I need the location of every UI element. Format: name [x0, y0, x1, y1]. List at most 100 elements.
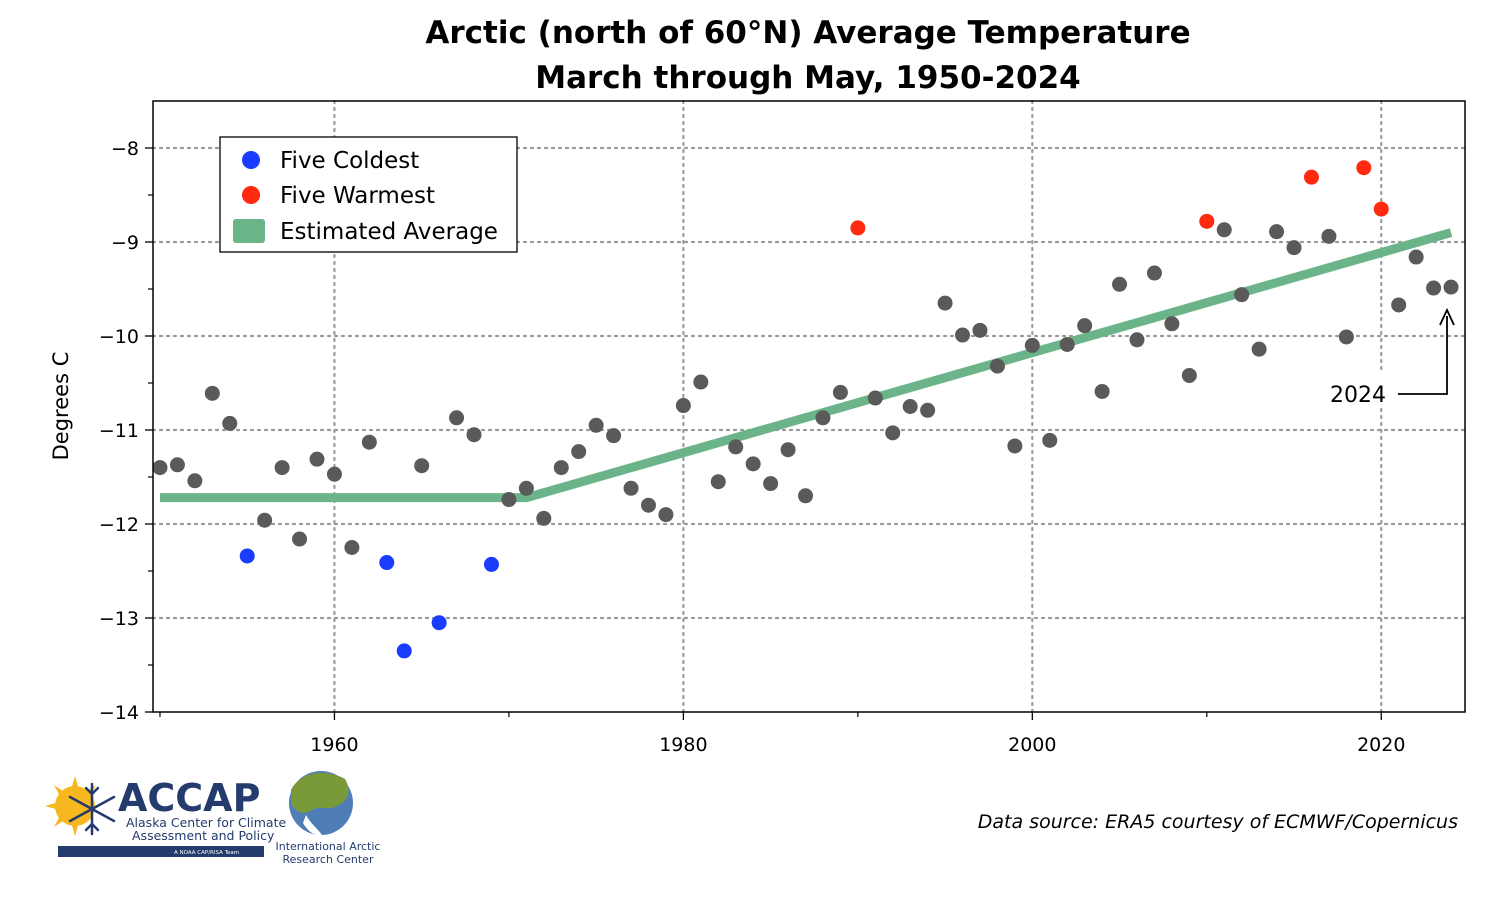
data-point — [658, 507, 674, 523]
data-point — [466, 427, 482, 443]
data-point — [815, 410, 831, 426]
y-tick-label: −9 — [111, 232, 139, 254]
snowflake-icon — [68, 782, 116, 836]
data-point — [902, 399, 918, 414]
annotation-arrow-head — [1439, 307, 1455, 326]
trend-line — [159, 228, 1453, 503]
data-point — [989, 358, 1005, 374]
data-point-warmest — [1199, 213, 1215, 229]
x-tick-label: 2000 — [1008, 734, 1056, 756]
y-tick-label: −14 — [99, 702, 139, 724]
data-point — [414, 458, 430, 474]
data-point — [1181, 367, 1197, 383]
data-point — [745, 456, 761, 472]
data-point — [1007, 438, 1023, 454]
data-point — [518, 480, 534, 496]
data-point — [1146, 265, 1162, 281]
chart-title-line-1: Arctic (north of 60°N) Average Temperatu… — [425, 15, 1190, 51]
legend-marker-average — [233, 219, 265, 243]
data-point-coldest — [483, 556, 499, 572]
legend: Five Coldest Five Warmest Estimated Aver… — [219, 136, 518, 253]
data-point — [606, 428, 622, 444]
data-point — [1164, 316, 1180, 332]
y-tick-label: −13 — [99, 608, 139, 630]
legend-label-coldest: Five Coldest — [280, 148, 419, 174]
data-point — [274, 460, 290, 476]
data-point-warmest — [1303, 169, 1319, 185]
data-point — [187, 473, 203, 489]
data-point — [501, 492, 517, 508]
data-point — [1286, 240, 1302, 256]
data-point — [780, 442, 796, 458]
data-point — [344, 540, 360, 555]
data-point — [1094, 383, 1110, 399]
data-point-warmest — [1356, 160, 1372, 176]
data-point — [1408, 249, 1424, 265]
data-point — [1059, 336, 1075, 352]
data-point — [292, 531, 308, 547]
accap-logo-line-1: Alaska Center for Climate — [126, 815, 286, 830]
data-point — [955, 327, 971, 343]
data-point — [1129, 332, 1145, 348]
data-point — [1443, 279, 1459, 295]
data-point — [710, 474, 726, 490]
annotation-arrow-line — [1398, 316, 1448, 395]
data-point — [972, 322, 988, 338]
data-point — [832, 384, 848, 400]
accap-logo-name: ACCAP — [118, 776, 260, 820]
y-tick-label: −12 — [99, 514, 139, 536]
data-point — [640, 497, 656, 513]
data-point — [798, 488, 814, 504]
accap-logo-bar — [58, 846, 264, 857]
trend-layer — [159, 228, 1453, 503]
data-point — [728, 439, 744, 455]
data-point — [867, 390, 883, 406]
data-point-warmest — [850, 220, 866, 236]
data-point — [204, 385, 220, 401]
data-point-coldest — [239, 548, 255, 564]
data-point — [763, 476, 779, 492]
iarc-logo-line-2: Research Center — [283, 853, 374, 866]
data-point — [449, 410, 465, 426]
data-point — [1042, 432, 1058, 448]
legend-box — [219, 136, 518, 253]
x-tick-label: 2020 — [1357, 734, 1405, 756]
data-point — [152, 460, 168, 476]
data-point-coldest — [431, 615, 447, 631]
legend-label-average: Estimated Average — [280, 219, 498, 245]
data-point — [1234, 287, 1250, 303]
data-point — [1216, 222, 1232, 238]
y-axis-label: Degrees C — [49, 352, 73, 461]
accap-logo-line-2: Assessment and Policy — [132, 828, 275, 843]
iarc-logo: International Arctic Research Center — [276, 771, 381, 866]
data-point — [693, 374, 709, 390]
data-point — [257, 512, 273, 528]
data-point — [361, 434, 377, 450]
data-point — [1391, 297, 1407, 313]
annotation-label: 2024 — [1330, 383, 1386, 408]
plot-frame — [152, 100, 1466, 713]
data-point — [1251, 341, 1267, 357]
x-tick-label: 1980 — [659, 734, 707, 756]
legend-marker-coldest — [242, 151, 260, 169]
data-point — [937, 295, 953, 311]
y-tick-label: −10 — [99, 326, 139, 348]
data-point — [1112, 276, 1128, 292]
data-point — [1426, 280, 1442, 296]
data-point — [571, 444, 587, 460]
data-source-note: Data source: ERA5 courtesy of ECMWF/Cope… — [978, 811, 1458, 833]
data-point — [1269, 224, 1285, 240]
annotation-background — [1324, 372, 1452, 408]
accap-logo: ACCAP Alaska Center for Climate Assessme… — [45, 776, 286, 857]
data-point — [169, 457, 185, 473]
y-tick-label: −8 — [111, 138, 139, 160]
data-point — [553, 460, 569, 476]
chart-title-line-2: March through May, 1950-2024 — [535, 60, 1081, 96]
sun-icon — [45, 776, 96, 836]
data-point-coldest — [379, 555, 395, 571]
annotation-2024: 2024 — [1324, 307, 1455, 408]
data-point — [623, 480, 639, 496]
data-point-coldest — [396, 643, 412, 659]
iarc-logo-line-1: International Arctic — [276, 840, 381, 853]
